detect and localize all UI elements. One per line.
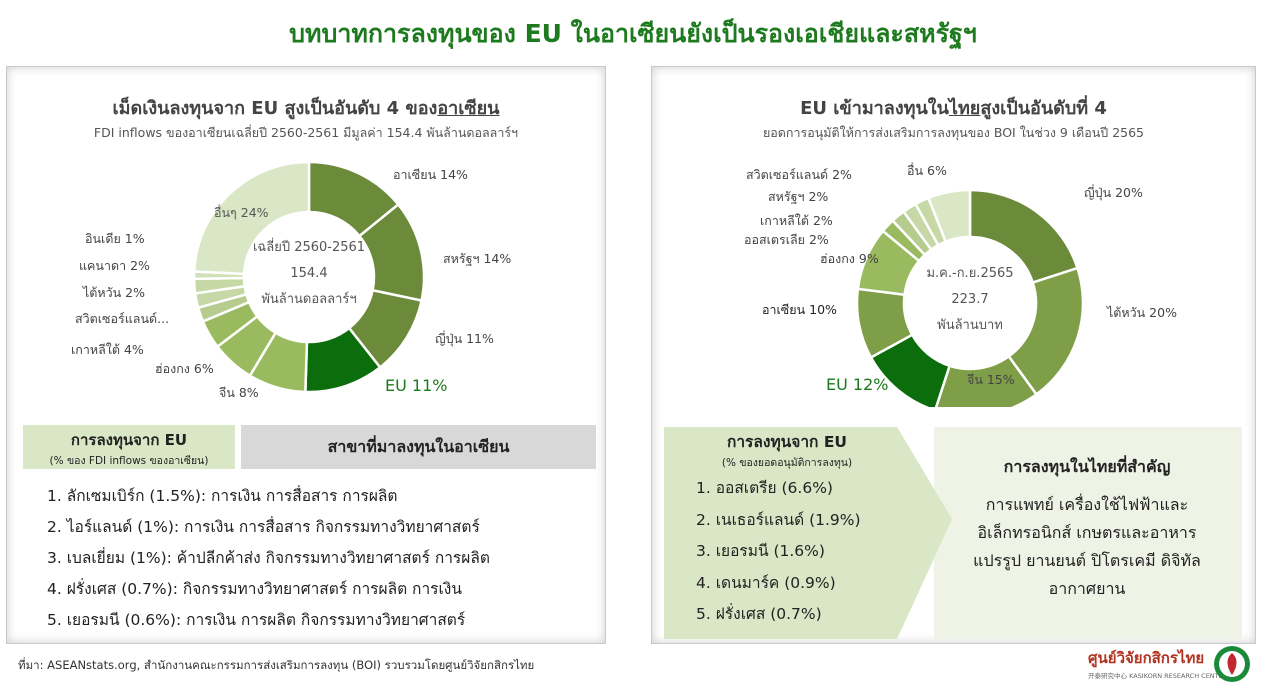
asean-eu-header: การลงทุนจาก EU (% ของ FDI inflows ของอาเ… <box>23 425 235 469</box>
key-investment-line: แปรรูป ยานยนต์ ปิโตรเคมี ดิจิทัล <box>973 551 1201 570</box>
thailand-title-underline: ไทย <box>948 98 981 119</box>
asean-eu-header-sub: (% ของ FDI inflows ของอาเซียน) <box>49 455 209 467</box>
donut-label: เกาหลีใต้ 2% <box>760 213 833 228</box>
thailand-title-pre: EU เข้ามาลงทุนใน <box>800 98 949 119</box>
donut-label: อื่น 6% <box>907 162 947 178</box>
source-note: ที่มา: ASEANstats.org, สำนักงานคณะกรรมกา… <box>18 658 535 672</box>
thailand-eu-list: 1. ออสเตรีย (6.6%) 2. เนเธอร์แลนด์ (1.9%… <box>696 473 861 631</box>
eu-country-item: 4. เดนมาร์ค (0.9%) <box>696 573 836 592</box>
donut-center-text: พันล้านดอลลาร์ฯ <box>261 291 356 307</box>
key-investment-line: การแพทย์ เครื่องใช้ไฟฟ้าและ <box>985 495 1189 514</box>
asean-title-text: เม็ดเงินลงทุนจาก EU สูงเป็นอันดับ 4 ของ <box>112 98 438 119</box>
donut-label: อินเดีย 1% <box>85 231 145 246</box>
key-investment-body: การแพทย์ เครื่องใช้ไฟฟ้าและ อิเล็กทรอนิก… <box>962 491 1212 603</box>
branch-item: 1. ลักเซมเบิร์ก (1.5%): การเงิน การสื่อส… <box>47 487 398 505</box>
thailand-panel-subtitle: ยอดการอนุมัติให้การส่งเสริมการลงทุนของ B… <box>762 125 1145 140</box>
kasikorn-logo-icon <box>1214 646 1250 682</box>
donut-center-text: 154.4 <box>290 266 327 281</box>
donut-label: ฮ่องกง 6% <box>155 361 214 376</box>
asean-branch-header-title: สาขาที่มาลงทุนในอาเซียน <box>327 437 510 456</box>
donut-label: ฮ่องกง 9% <box>820 251 879 266</box>
donut-label: สหรัฐฯ 14% <box>443 251 511 266</box>
donut-label: ไต้หวัน 20% <box>1106 305 1177 320</box>
thailand-title-post: สูงเป็นอันดับที่ 4 <box>980 98 1107 119</box>
donut-label: EU 11% <box>385 376 447 395</box>
kasikorn-logo: ศูนย์วิจัยกสิกรไทย 开泰研究中心 KASIKORN RESEA… <box>1088 644 1258 688</box>
key-investment-title: การลงทุนในไทยที่สำคัญ <box>1003 457 1171 476</box>
donut-label: สวิตเซอร์แลนด์ 2% <box>746 167 852 182</box>
donut-label: อาเซียน 14% <box>393 167 468 182</box>
branch-item: 4. ฝรั่งเศส (0.7%): กิจกรรมทางวิทยาศาสตร… <box>47 580 462 598</box>
donut-label: จีน 8% <box>219 385 259 400</box>
logo-subtitle: 开泰研究中心 KASIKORN RESEARCH CENTER <box>1088 672 1228 680</box>
donut-center-text: เฉลี่ยปี 2560-2561 <box>253 238 365 255</box>
donut-label: สวิตเซอร์แลนด์... <box>75 311 169 326</box>
donut-center-text: พันล้านบาท <box>937 318 1003 333</box>
donut-label: ไต้หวัน 2% <box>82 285 145 300</box>
eu-country-item: 2. เนเธอร์แลนด์ (1.9%) <box>696 510 861 529</box>
donut-label: ออสเตรเลีย 2% <box>744 232 829 247</box>
donut-label: อาเซียน 10% <box>762 302 837 317</box>
branch-item: 3. เบลเยี่ยม (1%): ค้าปลีกค้าส่ง กิจกรรม… <box>47 549 490 567</box>
asean-branch-list: 1. ลักเซมเบิร์ก (1.5%): การเงิน การสื่อส… <box>47 481 607 636</box>
asean-panel-title: เม็ดเงินลงทุนจาก EU สูงเป็นอันดับ 4 ของอ… <box>7 93 605 122</box>
asean-title-underline: อาเซียน <box>437 98 500 119</box>
asean-panel: เม็ดเงินลงทุนจาก EU สูงเป็นอันดับ 4 ของอ… <box>6 66 606 644</box>
asean-panel-subtitle: FDI inflows ของอาเซียนเฉลี่ยปี 2560-2561… <box>93 125 519 140</box>
thailand-eu-header: การลงทุนจาก EU (% ของยอดอนุมัติการลงทุน) <box>692 429 882 471</box>
donut-slice-12 <box>192 160 311 276</box>
donut-center-text: ม.ค.-ก.ย.2565 <box>926 266 1013 281</box>
donut-label: อื่นๆ 24% <box>214 204 269 220</box>
thailand-eu-header-title: การลงทุนจาก EU <box>726 433 848 451</box>
thailand-donut-chart: ม.ค.-ก.ย.2565 223.7 พันล้านบาท ญี่ปุ่น 20% ไ… <box>744 162 1177 407</box>
eu-country-item: 5. ฝรั่งเศส (0.7%) <box>696 605 822 623</box>
eu-country-item: 1. ออสเตรีย (6.6%) <box>696 479 833 497</box>
donut-slice-3 <box>934 354 1039 407</box>
donut-label: จีน 15% <box>967 372 1015 387</box>
key-investment-line: อิเล็กทรอนิกส์ เกษตรและอาหาร <box>977 523 1197 542</box>
donut-center-text: 223.7 <box>951 292 988 307</box>
eu-country-item: 3. เยอรมนี (1.6%) <box>696 542 825 560</box>
thailand-panel: EU เข้ามาลงทุนในไทยสูงเป็นอันดับที่ 4 ยอ… <box>651 66 1256 644</box>
branch-item: 2. ไอร์แลนด์ (1%): การเงิน การสื่อสาร กิ… <box>47 518 480 536</box>
donut-label: เกาหลีใต้ 4% <box>71 342 144 357</box>
main-title: บทบาทการลงทุนของ EU ในอาเซียนยังเป็นรองเ… <box>289 19 977 48</box>
branch-item: 5. เยอรมนี (0.6%): การเงิน การผลิต กิจกร… <box>47 611 466 629</box>
thailand-eu-header-sub: (% ของยอดอนุมัติการลงทุน) <box>721 457 853 469</box>
key-investment-line: อากาศยาน <box>1048 579 1126 598</box>
donut-slice-11 <box>926 188 972 244</box>
donut-label: สหรัฐฯ 2% <box>768 189 828 204</box>
thailand-panel-title: EU เข้ามาลงทุนในไทยสูงเป็นอันดับที่ 4 <box>652 93 1255 122</box>
asean-branch-header: สาขาที่มาลงทุนในอาเซียน <box>241 425 596 469</box>
donut-label: ญี่ปุ่น 20% <box>1084 184 1143 201</box>
donut-label: ญี่ปุ่น 11% <box>435 330 494 347</box>
logo-text: ศูนย์วิจัยกสิกรไทย <box>1088 649 1205 667</box>
asean-eu-header-title: การลงทุนจาก EU <box>70 431 188 449</box>
donut-label: แคนาดา 2% <box>79 258 150 273</box>
donut-label: EU 12% <box>826 375 888 394</box>
asean-donut-chart: เฉลี่ยปี 2560-2561 154.4 พันล้านดอลลาร์ฯ อา… <box>71 160 511 400</box>
